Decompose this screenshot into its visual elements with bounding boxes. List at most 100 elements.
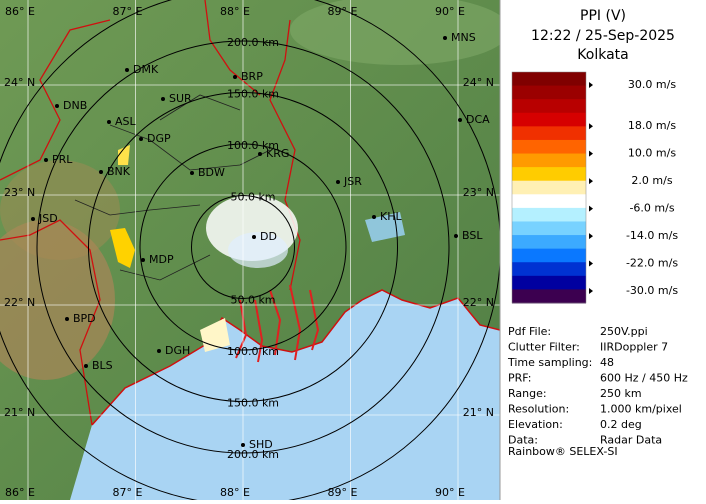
station-label: MNS bbox=[451, 31, 476, 44]
range-ring bbox=[36, 40, 450, 454]
legend-tick bbox=[589, 288, 593, 294]
state-border bbox=[0, 0, 301, 426]
stations: MNS DMK BRP DNB SUR ASL DCA DGP KRG PRL BNK BDW JSR K… bbox=[31, 31, 490, 451]
station-dot bbox=[125, 68, 129, 72]
station-label: ASL bbox=[115, 115, 137, 128]
station-dot bbox=[190, 171, 194, 175]
legend: 30.0 m/s 18.0 m/s 10.0 m/s 2.0 m/s -6.0 m/s -… bbox=[511, 71, 678, 304]
legend-label: -6.0 m/s bbox=[629, 202, 674, 215]
station-dot bbox=[31, 217, 35, 221]
range-ring bbox=[191, 195, 295, 299]
color-band bbox=[512, 262, 586, 277]
station-dot bbox=[141, 258, 145, 262]
legend-label: 2.0 m/s bbox=[631, 174, 672, 187]
station-label: BRP bbox=[241, 70, 263, 83]
info-value: 48 bbox=[600, 356, 614, 369]
legend-tick bbox=[589, 260, 593, 267]
color-band bbox=[512, 112, 586, 127]
longitude-label: 88° E bbox=[220, 5, 250, 18]
footer: Rainbow® SELEX-SI bbox=[508, 445, 618, 458]
station-dot bbox=[241, 443, 245, 447]
legend-tick bbox=[589, 150, 593, 157]
legend-label: 30.0 m/s bbox=[628, 78, 676, 91]
station-dot bbox=[443, 36, 447, 40]
color-band bbox=[512, 72, 586, 87]
station-dot bbox=[161, 97, 165, 101]
station-dot bbox=[258, 152, 262, 156]
range-ring bbox=[139, 143, 347, 351]
station-dot bbox=[458, 118, 462, 122]
legend-label: -22.0 m/s bbox=[626, 257, 678, 270]
station-label: BNK bbox=[107, 165, 131, 178]
latitude-label: 23° N bbox=[4, 186, 35, 199]
station-dot bbox=[139, 137, 143, 141]
info-key: Resolution: bbox=[508, 403, 569, 416]
info-value: 250V.ppi bbox=[600, 325, 648, 338]
info-table: Pdf File: 250V.ppi Clutter Filter: IIRDoppl… bbox=[507, 325, 688, 447]
legend-label: 18.0 m/s bbox=[628, 119, 676, 132]
station-label: DGP bbox=[147, 132, 171, 145]
longitude-label: 87° E bbox=[113, 5, 143, 18]
color-bar-frame bbox=[511, 71, 587, 304]
color-band bbox=[512, 275, 586, 290]
range-rings: 50.0 km 50.0 km 100.0 km 100.0 km 150.0 km 15… bbox=[0, 0, 500, 500]
latitude-label: 22° N bbox=[463, 296, 494, 309]
info-key: Data: bbox=[508, 434, 538, 447]
station-label: KHL bbox=[380, 210, 402, 223]
station-label: PRL bbox=[52, 153, 73, 166]
range-ring bbox=[88, 92, 398, 402]
legend-tick bbox=[589, 233, 593, 240]
sea bbox=[70, 290, 500, 500]
velocity-echo bbox=[110, 228, 135, 268]
latitude-label: 24° N bbox=[4, 76, 35, 89]
info-key: Clutter Filter: bbox=[508, 341, 580, 354]
velocity-echo bbox=[118, 145, 130, 165]
range-label: 150.0 km bbox=[227, 88, 279, 101]
clutter-echo bbox=[228, 232, 288, 268]
longitude-label: 86° E bbox=[5, 486, 35, 499]
longitude-label: 90° E bbox=[435, 486, 465, 499]
info-value: 1.000 km/pixel bbox=[600, 403, 682, 416]
station-dot bbox=[65, 317, 69, 321]
station-label: KRG bbox=[266, 147, 289, 160]
range-label: 50.0 km bbox=[230, 294, 275, 307]
latitude-label: 22° N bbox=[4, 296, 35, 309]
longitude-label: 86° E bbox=[5, 5, 35, 18]
range-label: 100.0 km bbox=[227, 139, 279, 152]
station-dot bbox=[336, 180, 340, 184]
legend-label: 10.0 m/s bbox=[628, 147, 676, 160]
legend-label: -14.0 m/s bbox=[626, 229, 678, 242]
legend-tick bbox=[589, 82, 593, 88]
info-key: Range: bbox=[508, 387, 547, 400]
station-label: BSL bbox=[462, 229, 483, 242]
station-dot bbox=[233, 75, 237, 79]
color-band bbox=[512, 153, 586, 168]
station-label: DGH bbox=[165, 344, 190, 357]
longitude-label: 87° E bbox=[113, 486, 143, 499]
color-band bbox=[512, 248, 586, 263]
longitude-label: 90° E bbox=[435, 5, 465, 18]
info-key: Time sampling: bbox=[507, 356, 592, 369]
delta-echo bbox=[235, 284, 320, 363]
color-band bbox=[512, 207, 586, 222]
station-dot bbox=[372, 215, 376, 219]
station-label: BDW bbox=[198, 166, 225, 179]
color-band bbox=[512, 167, 586, 182]
latitude-label: 21° N bbox=[463, 406, 494, 419]
station-label: BLS bbox=[92, 359, 113, 372]
info-key: Elevation: bbox=[508, 418, 563, 431]
station-dot bbox=[107, 120, 111, 124]
district-border bbox=[74, 94, 271, 281]
station-label: JSR bbox=[343, 175, 362, 188]
station-label: DMK bbox=[133, 63, 159, 76]
range-label: 200.0 km bbox=[227, 448, 279, 461]
color-band bbox=[512, 126, 586, 141]
longitude-label: 88° E bbox=[220, 486, 250, 499]
latitude-label: 24° N bbox=[463, 76, 494, 89]
info-key: PRF: bbox=[508, 372, 531, 385]
longitude-label: 89° E bbox=[328, 486, 358, 499]
station-label: MDP bbox=[149, 253, 174, 266]
range-label: 200.0 km bbox=[227, 36, 279, 49]
station-dot bbox=[454, 234, 458, 238]
